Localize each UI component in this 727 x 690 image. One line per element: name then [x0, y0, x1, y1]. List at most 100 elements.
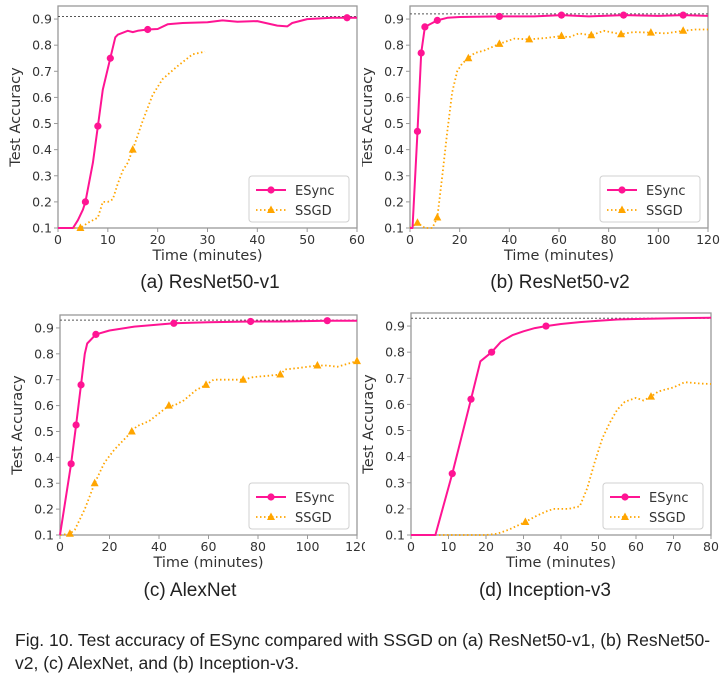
x-axis-label: Time (minutes)	[151, 248, 262, 264]
y-axis-label: Test Accuracy	[8, 67, 24, 168]
legend: ESync SSGD	[248, 175, 350, 223]
data-point-esync	[413, 127, 422, 135]
x-tick-label: 30	[200, 232, 216, 247]
data-point-esync	[619, 11, 628, 19]
x-tick-label: 60	[201, 539, 217, 554]
x-tick-label: 120	[345, 539, 365, 554]
x-tick-label: 100	[296, 539, 320, 554]
data-point-esync	[488, 348, 496, 356]
legend-marker-triangle	[621, 512, 629, 520]
data-point-ssgd	[239, 375, 248, 383]
x-tick-label: 80	[601, 232, 617, 247]
y-axis-label: Test Accuracy	[10, 375, 26, 476]
y-tick-label: 0.4	[34, 450, 54, 465]
data-point-esync	[77, 381, 85, 389]
data-point-ssgd	[164, 401, 173, 409]
x-axis-label: Time (minutes)	[152, 555, 263, 571]
data-point-esync	[67, 460, 75, 468]
subplot-caption-inception-v3: (d) Inception-v3	[478, 580, 611, 601]
x-tick-label: 0	[54, 232, 62, 247]
y-tick-label: 0.8	[385, 345, 405, 360]
y-tick-label: 0.5	[32, 116, 52, 131]
subplot-caption-resnet50-v2: (b) ResNet50-v2	[490, 272, 630, 293]
y-tick-label: 0.4	[32, 142, 52, 157]
legend-label-esync: ESync	[649, 491, 689, 506]
data-point-esync	[106, 54, 114, 62]
x-tick-label: 50	[591, 539, 607, 554]
y-tick-label: 0.3	[34, 476, 54, 491]
y-tick-label: 0.8	[34, 346, 54, 361]
subplot-alexnet: 0.1 0.2 0.3 0.4 0.5 0.6 0.7 0.8 0.9 0 20 40 60 80 100 1…	[0, 307, 369, 581]
legend-label-ssgd: SSGD	[295, 204, 332, 219]
x-tick-label: 20	[452, 232, 468, 247]
y-tick-label: 0.9	[32, 12, 52, 27]
data-point-esync	[323, 317, 331, 325]
x-tick-label: 30	[516, 539, 532, 554]
data-point-ssgd	[65, 529, 74, 537]
series-line-esync	[410, 14, 709, 229]
x-tick-label: 20	[150, 232, 166, 247]
subplot-resnet50-v1: 0.1 0.2 0.3 0.4 0.5 0.6 0.7 0.8 0.9 0 10 20 30 40 50 60…	[0, 0, 365, 269]
y-tick-label: 0.3	[384, 168, 404, 183]
x-tick-label: 0	[406, 232, 414, 247]
data-point-ssgd	[313, 360, 322, 369]
data-point-ssgd	[495, 39, 504, 47]
x-tick-label: 60	[349, 232, 365, 247]
legend-label-ssgd: SSGD	[295, 511, 332, 526]
data-point-ssgd	[647, 392, 655, 400]
chart-svg: 0.1 0.2 0.3 0.4 0.5 0.6 0.7 0.8 0.9 0 20 40 60 80 100 1…	[10, 314, 369, 571]
legend: ESync SSGD	[602, 482, 704, 530]
y-tick-label: 0.1	[32, 221, 52, 236]
data-point-esync	[417, 49, 425, 57]
y-tick-label: 0.7	[34, 372, 54, 387]
legend-marker-triangle	[618, 205, 626, 213]
data-point-ssgd	[127, 426, 136, 435]
y-tick-label: 0.3	[32, 168, 52, 183]
y-tick-label: 0.6	[32, 90, 52, 105]
legend-marker-circle	[267, 186, 275, 194]
x-tick-label: 0	[407, 539, 415, 554]
data-point-esync	[246, 317, 255, 326]
data-point-ssgd	[464, 53, 473, 62]
x-tick-label: 40	[151, 539, 167, 554]
legend-box	[602, 482, 704, 530]
data-point-esync	[542, 322, 550, 330]
legend-box	[599, 175, 701, 223]
data-point-ssgd	[557, 31, 566, 40]
series-line-ssgd	[58, 50, 206, 229]
x-tick-label: 20	[478, 539, 494, 554]
data-point-ssgd	[617, 29, 626, 38]
y-tick-label: 0.8	[384, 38, 404, 53]
legend: ESync SSGD	[599, 175, 701, 223]
data-point-ssgd	[353, 356, 361, 365]
y-tick-label: 0.1	[385, 528, 405, 543]
x-tick-label: 10	[441, 539, 457, 554]
y-tick-label: 0.2	[385, 501, 405, 516]
data-point-ssgd	[128, 145, 137, 153]
data-point-esync	[421, 23, 429, 31]
series-line-ssgd	[409, 28, 708, 229]
x-axis-label: Time (minutes)	[505, 555, 616, 571]
chart-svg: 0.1 0.2 0.3 0.4 0.5 0.6 0.7 0.8 0.9 0 20 40 60 80 100 1…	[360, 5, 720, 264]
x-tick-label: 80	[250, 539, 266, 554]
data-point-esync	[72, 421, 80, 429]
y-axis-label: Test Accuracy	[362, 374, 377, 475]
y-tick-label: 0.9	[384, 12, 404, 27]
legend-label-ssgd: SSGD	[649, 511, 686, 526]
data-point-esync	[144, 25, 152, 34]
y-tick-label: 0.2	[34, 502, 54, 517]
data-point-esync	[81, 198, 90, 206]
y-tick-label: 0.5	[384, 116, 404, 131]
y-tick-label: 0.5	[385, 423, 405, 438]
x-tick-label: 70	[666, 539, 682, 554]
legend-label-esync: ESync	[646, 184, 686, 199]
data-point-ssgd	[413, 218, 422, 226]
y-tick-label: 0.7	[385, 371, 405, 386]
x-tick-label: 50	[299, 232, 315, 247]
series-line-esync	[59, 319, 357, 536]
y-axis-label: Test Accuracy	[362, 67, 376, 168]
x-tick-label: 0	[56, 539, 64, 554]
y-tick-label: 0.4	[384, 142, 404, 157]
legend-label-esync: ESync	[295, 184, 335, 199]
data-point-ssgd	[525, 34, 534, 43]
